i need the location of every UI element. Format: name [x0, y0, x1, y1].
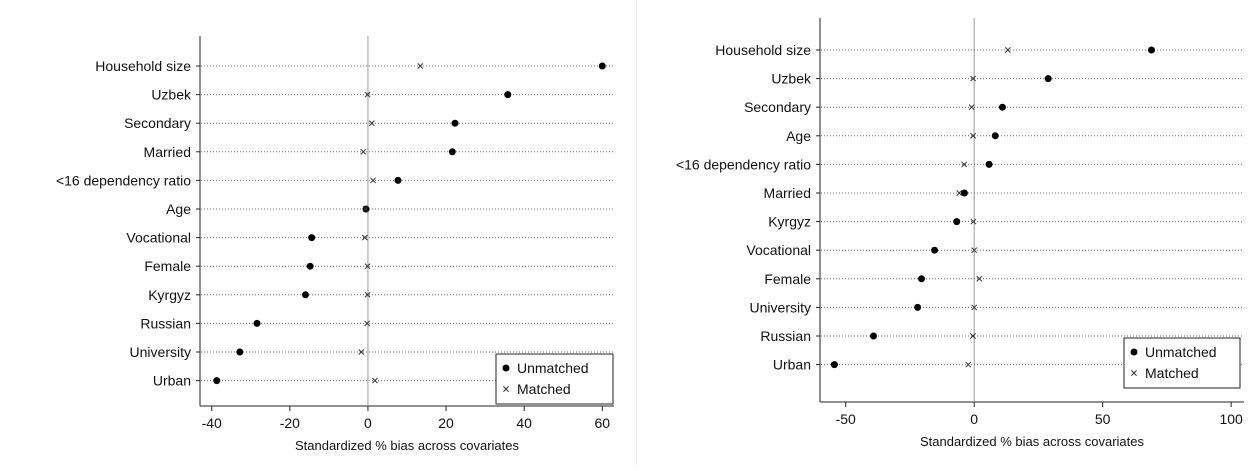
- unmatched-point-urban: [830, 361, 838, 369]
- y-category-label-16-dependency-ratio: <16 dependency ratio: [676, 156, 811, 172]
- right-chart-panel: -50 0 50 100 Standardized % bias across cova…: [640, 0, 1259, 466]
- left-dot-plot: -40 -20 0 20 40 60 Standardized % bias across …: [56, 36, 614, 453]
- legend-matched-label: Matched: [517, 381, 571, 397]
- unmatched-point-vocational: [308, 234, 316, 242]
- matched-point-urban: [372, 377, 378, 384]
- legend-unmatched-label: Unmatched: [1145, 344, 1217, 360]
- y-category-label-female: Female: [144, 258, 191, 274]
- x-axis-title: Standardized % bias across covariates: [920, 434, 1145, 449]
- unmatched-point-uzbek: [504, 91, 512, 99]
- unmatched-point-kyrgyz: [301, 291, 309, 299]
- matched-point-vocational: [361, 234, 368, 241]
- matched-point-female: [976, 275, 983, 282]
- x-tick-label: 100: [1219, 411, 1243, 427]
- matched-point-university: [358, 349, 365, 355]
- x-tick-label: -40: [202, 415, 222, 431]
- y-category-label-kyrgyz: Kyrgyz: [148, 287, 191, 303]
- unmatched-point-female: [918, 275, 926, 283]
- x-tick-label: 0: [970, 411, 978, 427]
- y-category-label-age: Age: [166, 201, 191, 217]
- matched-point-16-dependency-ratio: [370, 177, 376, 184]
- legend-unmatched-marker: [502, 364, 510, 372]
- matched-point-age: [970, 132, 977, 139]
- y-category-label-married: Married: [764, 185, 811, 201]
- unmatched-point-age: [991, 132, 999, 140]
- legend-unmatched-label: Unmatched: [517, 360, 589, 376]
- unmatched-point-russian: [869, 332, 877, 340]
- y-category-label-university: University: [130, 344, 191, 360]
- matched-point-russian: [969, 333, 976, 339]
- legend-box: [495, 353, 614, 405]
- y-category-label-uzbek: Uzbek: [771, 71, 812, 87]
- y-category-label-household-size: Household size: [95, 58, 191, 74]
- legend-matched-marker: [1131, 370, 1137, 376]
- y-category-label-married: Married: [144, 144, 191, 160]
- y-category-label-age: Age: [786, 128, 811, 144]
- legend-matched-label: Matched: [1145, 365, 1199, 381]
- y-category-label-university: University: [750, 299, 811, 315]
- unmatched-point-uzbek: [1044, 75, 1052, 83]
- x-axis-title: Standardized % bias across covariates: [295, 438, 520, 453]
- matched-point-age: [362, 206, 369, 212]
- unmatched-point-secondary: [998, 103, 1006, 111]
- panel-divider: [636, 0, 637, 466]
- y-category-label-russian: Russian: [140, 315, 191, 331]
- y-category-label-female: Female: [764, 271, 811, 287]
- unmatched-point-secondary: [451, 119, 459, 127]
- x-tick-label: 0: [364, 415, 372, 431]
- y-category-label-secondary: Secondary: [124, 115, 191, 131]
- legend-unmatched-marker: [1130, 348, 1138, 356]
- matched-point-vocational: [971, 247, 978, 254]
- unmatched-point-household-size: [1147, 46, 1155, 54]
- matched-point-married: [360, 148, 367, 155]
- matched-point-uzbek: [970, 75, 977, 82]
- unmatched-point-household-size: [598, 62, 606, 70]
- matched-point-urban: [965, 361, 972, 368]
- x-tick-label: -20: [280, 415, 300, 431]
- matched-point-kyrgyz: [364, 291, 371, 298]
- x-tick-label: 20: [438, 415, 454, 431]
- left-chart-panel: -40 -20 0 20 40 60 Standardized % bias across …: [0, 0, 635, 466]
- matched-point-16-dependency-ratio: [961, 161, 968, 168]
- unmatched-point-married: [448, 148, 456, 156]
- y-category-label-uzbek: Uzbek: [151, 87, 192, 103]
- right-dot-plot: -50 0 50 100 Standardized % bias across cova…: [676, 18, 1244, 449]
- matched-point-russian: [364, 320, 371, 327]
- matched-point-household-size: [417, 63, 424, 69]
- y-category-label-urban: Urban: [773, 357, 811, 373]
- matched-point-secondary: [368, 120, 375, 127]
- y-category-label-urban: Urban: [153, 373, 191, 389]
- x-tick-label: 60: [594, 415, 610, 431]
- matched-point-university: [971, 304, 978, 311]
- matched-point-secondary: [968, 104, 975, 111]
- y-category-label-vocational: Vocational: [746, 242, 811, 258]
- y-category-label-household-size: Household size: [715, 42, 811, 58]
- unmatched-point-vocational: [931, 246, 939, 254]
- matched-point-uzbek: [364, 91, 371, 98]
- unmatched-point-female: [306, 262, 314, 270]
- unmatched-point-kyrgyz: [953, 218, 961, 226]
- matched-point-kyrgyz: [970, 218, 977, 225]
- legend-matched-marker: [503, 386, 509, 392]
- matched-point-household-size: [1004, 47, 1011, 53]
- unmatched-point-university: [236, 348, 244, 356]
- unmatched-point-16-dependency-ratio: [394, 176, 402, 184]
- matched-point-married: [956, 190, 963, 196]
- y-category-label-russian: Russian: [760, 328, 811, 344]
- y-category-label-16-dependency-ratio: <16 dependency ratio: [56, 172, 191, 188]
- matched-point-female: [364, 263, 371, 270]
- x-tick-label: 40: [516, 415, 532, 431]
- y-category-label-vocational: Vocational: [126, 230, 191, 246]
- unmatched-point-university: [914, 303, 922, 311]
- unmatched-point-russian: [253, 319, 261, 327]
- legend-box: [1123, 337, 1241, 389]
- unmatched-point-married: [960, 189, 968, 197]
- y-category-label-kyrgyz: Kyrgyz: [768, 214, 811, 230]
- unmatched-point-urban: [213, 377, 221, 385]
- y-category-label-secondary: Secondary: [744, 99, 811, 115]
- unmatched-point-16-dependency-ratio: [985, 160, 993, 168]
- x-tick-label: -50: [836, 411, 856, 427]
- x-tick-label: 50: [1095, 411, 1111, 427]
